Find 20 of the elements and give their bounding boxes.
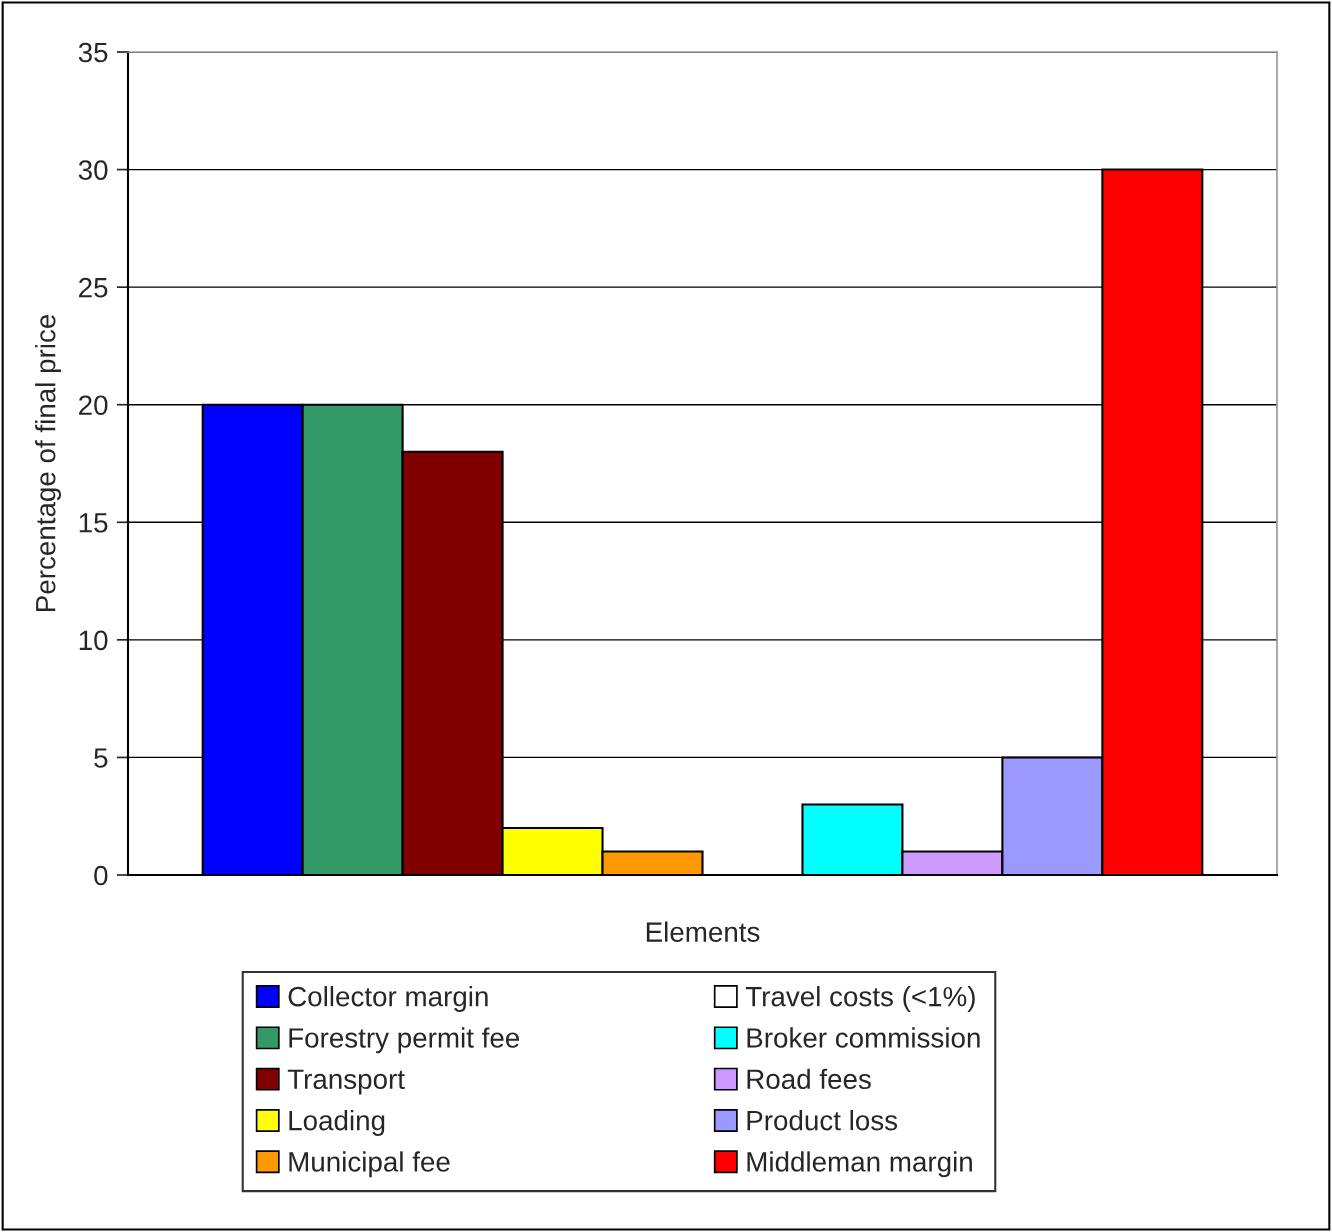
y-tick-label: 0	[94, 865, 108, 886]
legend-label: Municipal fee	[289, 1151, 450, 1178]
legend-label: Transport	[287, 1069, 405, 1095]
legend-label: Middleman margin	[747, 1151, 972, 1178]
legend-label: Loading	[289, 1109, 385, 1136]
y-tick-label: 20	[79, 395, 108, 416]
legend-label: Road fees	[747, 1068, 871, 1090]
legend-label: Forestry permit fee	[289, 1027, 520, 1054]
legend-label: Product loss	[747, 1109, 898, 1131]
y-axis-title: Percentage of final price	[35, 314, 61, 611]
y-tick-label: 35	[78, 42, 108, 63]
x-axis-title: Elements	[646, 921, 760, 942]
legend-label: Broker commission	[747, 1027, 980, 1048]
y-tick-label: 5	[94, 748, 108, 768]
y-tick-label: 15	[79, 513, 108, 533]
legend-label: Travel costs (<1%)	[745, 986, 975, 1012]
legend-label: Collector margin	[288, 986, 488, 1012]
y-tick-label: 30	[78, 160, 108, 180]
y-tick-label: 25	[79, 277, 108, 298]
y-tick-label: 10	[79, 630, 108, 651]
